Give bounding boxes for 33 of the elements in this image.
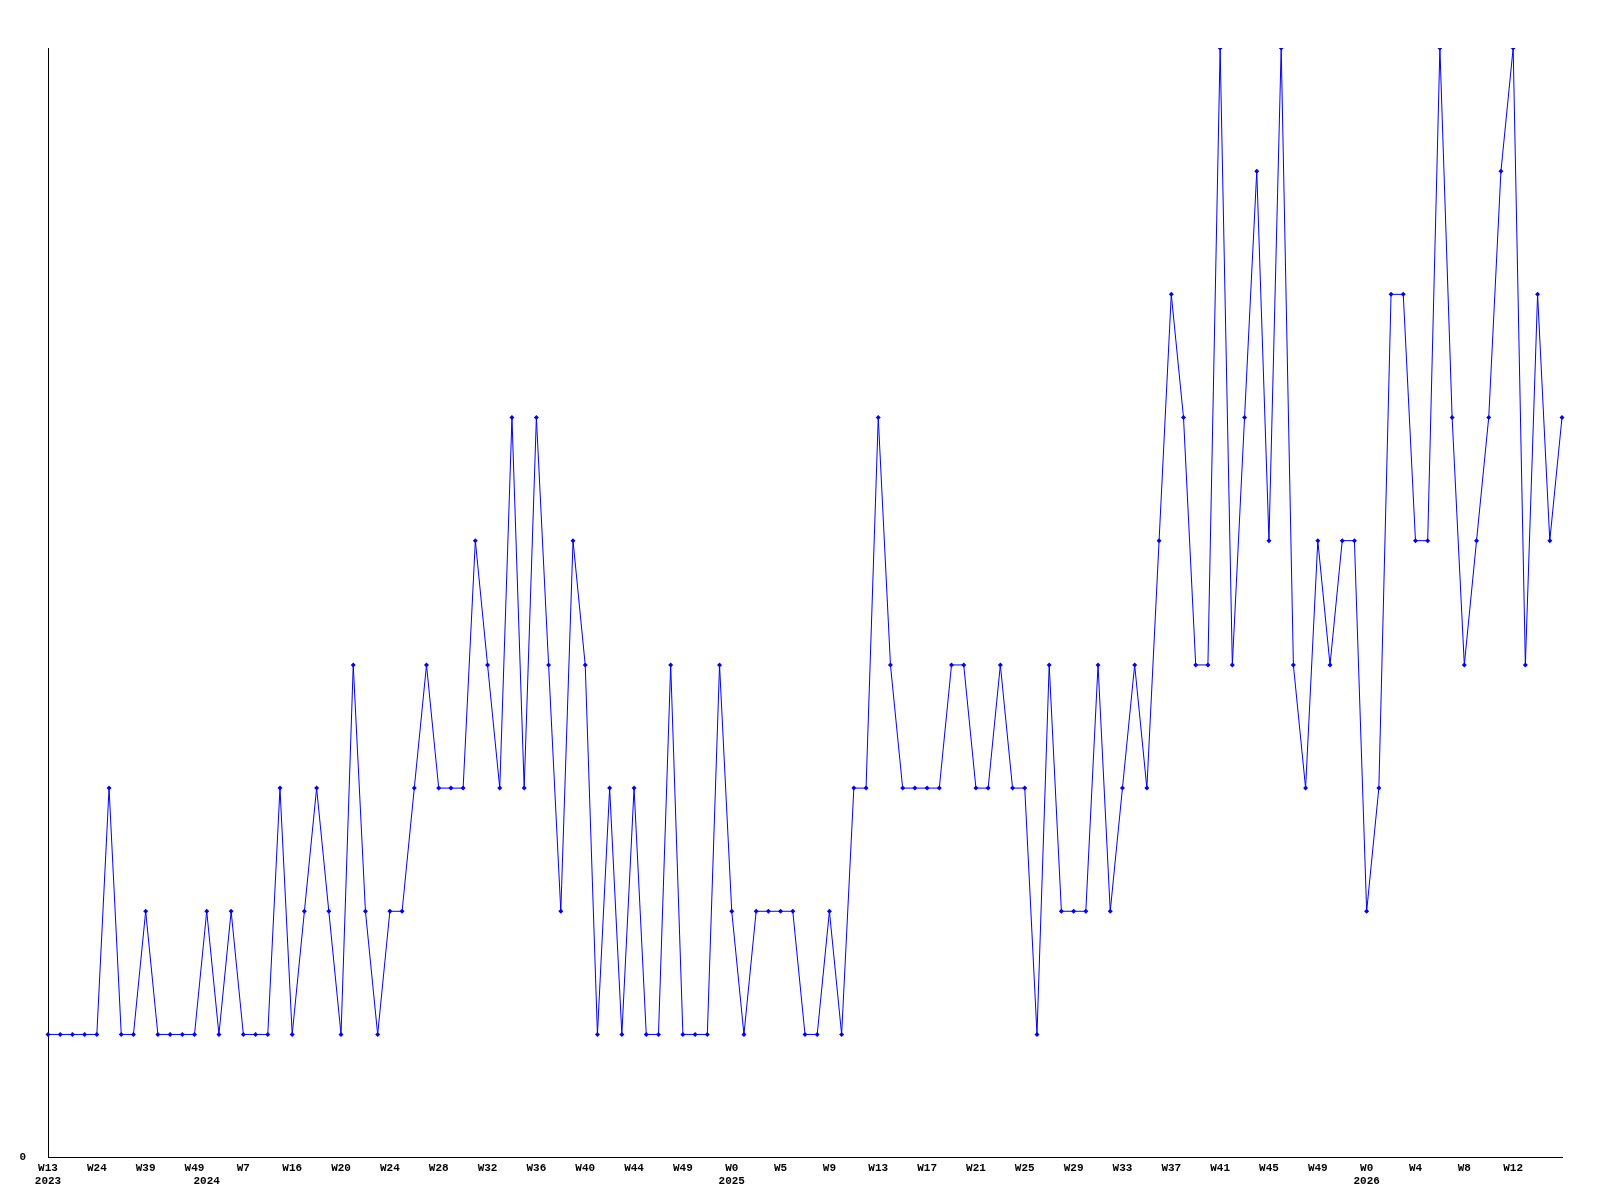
- x-tick-label: W13: [868, 1161, 889, 1174]
- x-tick-label: W29: [1063, 1161, 1084, 1174]
- x-tick-label: W49: [184, 1161, 205, 1174]
- x-tick-label: W20: [331, 1161, 351, 1174]
- x-tick-label: W4: [1408, 1161, 1423, 1174]
- x-tick-label: W13 2023: [34, 1161, 62, 1188]
- x-tick-label: W40: [575, 1161, 596, 1174]
- x-tick-label: W37: [1161, 1161, 1182, 1174]
- text: 0: [19, 1151, 26, 1164]
- x-tick-label: W5: [773, 1161, 788, 1174]
- x-tick-label: W28: [428, 1161, 450, 1174]
- x-tick-label: W25: [1014, 1161, 1036, 1174]
- x-tick-label: W32: [477, 1161, 498, 1174]
- x-tick-label: W21: [966, 1161, 987, 1174]
- x-tick-label: W33: [1112, 1161, 1133, 1174]
- x-tick-label: W24: [379, 1161, 401, 1174]
- x-tick-label: W8: [1457, 1161, 1472, 1174]
- x-tick-label: W9: [822, 1161, 837, 1174]
- x-tick-label: 2024: [193, 1175, 221, 1188]
- x-tick-label: W16: [282, 1161, 303, 1174]
- x-tick-label: W17: [917, 1161, 937, 1174]
- x-tick-label: W45: [1259, 1161, 1280, 1174]
- x-tick-label: W39: [135, 1161, 156, 1174]
- x-tick-label: W41: [1210, 1161, 1231, 1174]
- x-tick-label: W49: [1307, 1161, 1328, 1174]
- x-tick-label: W24: [86, 1161, 108, 1174]
- x-tick-label: W12: [1503, 1161, 1524, 1174]
- x-tick-label: W36: [526, 1161, 547, 1174]
- x-tick-label: W0 2026: [1353, 1161, 1380, 1188]
- x-tick-label: W49: [673, 1161, 693, 1174]
- x-tick-label: W0 2025: [718, 1161, 746, 1188]
- x-tick-label: W7: [236, 1161, 250, 1174]
- x-tick-label: W44: [624, 1161, 645, 1174]
